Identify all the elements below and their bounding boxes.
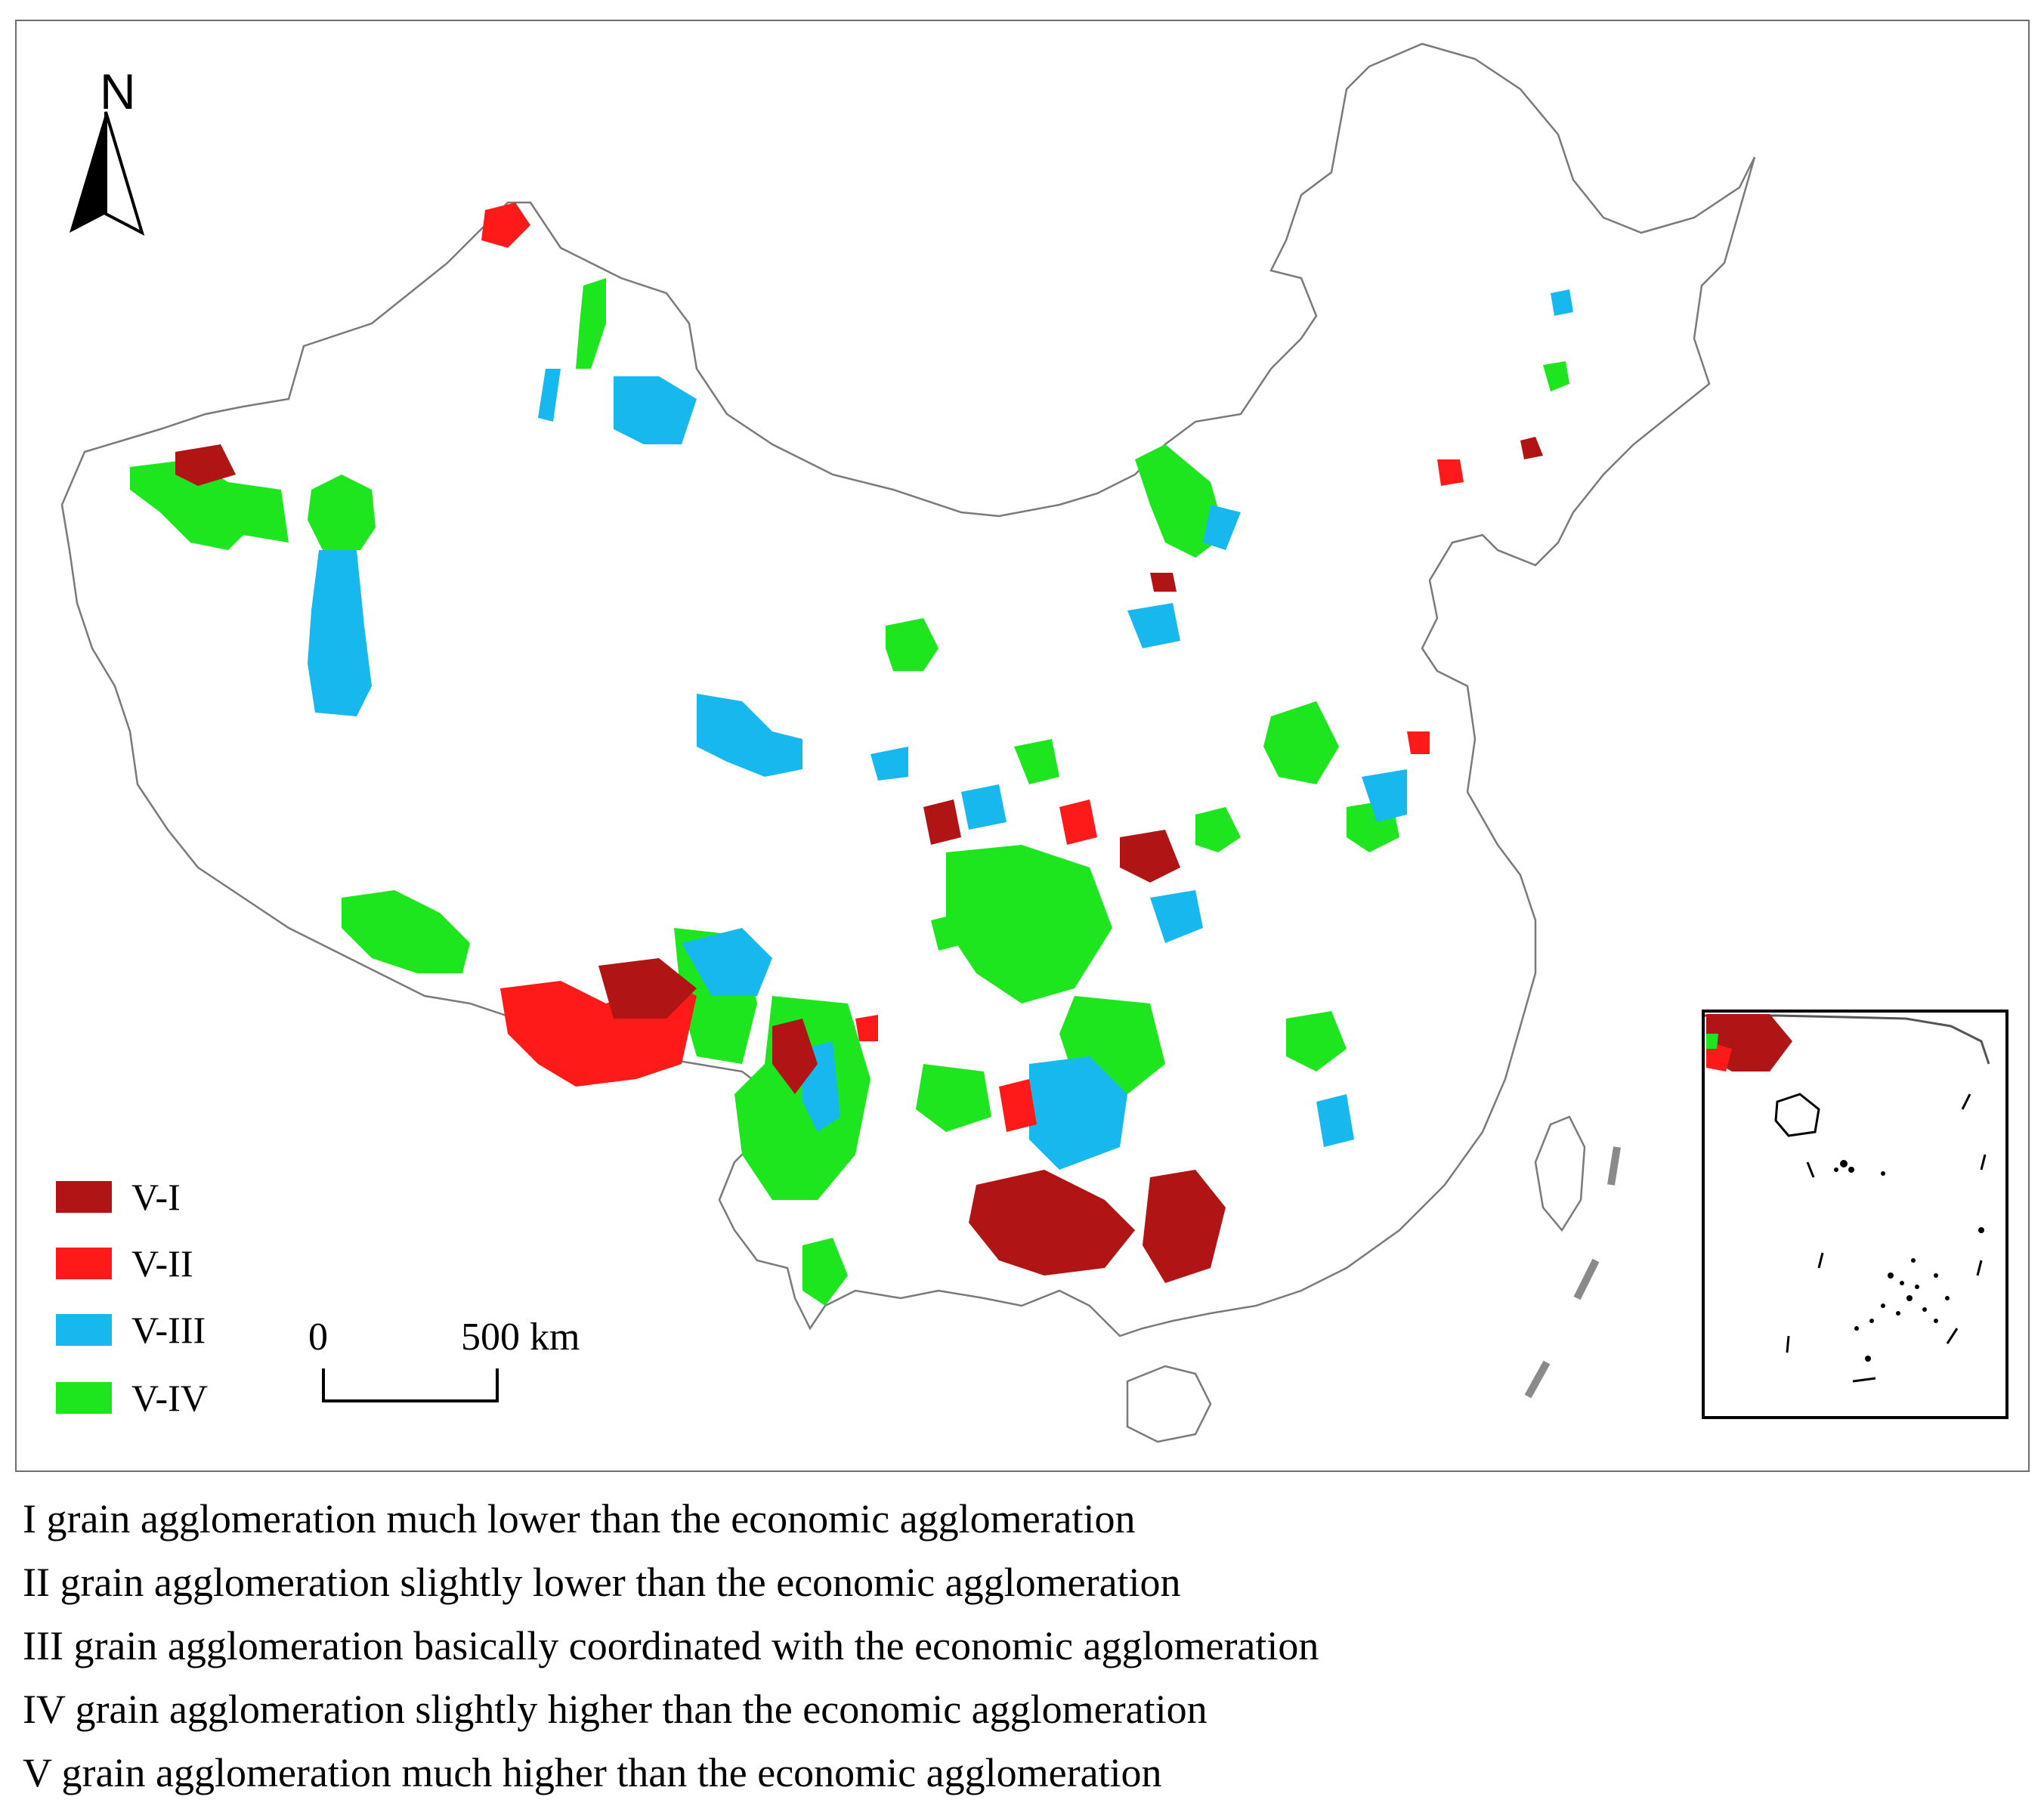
scale-bar	[322, 1368, 499, 1402]
region-v-iv	[1286, 1011, 1347, 1071]
inset-map	[1702, 1010, 2008, 1419]
scale-start-label: 0	[308, 1316, 328, 1359]
region-v-iii	[697, 694, 802, 777]
map-frame: N V-I V-II V-III V-IV 0 500 km	[15, 20, 2030, 1472]
region-v-iv	[1135, 444, 1226, 558]
region-v-iv	[576, 278, 606, 369]
caption-line-i: I grain agglomeration much lower than th…	[23, 1496, 1136, 1542]
inset-islands	[1834, 1160, 1984, 1362]
caption-line-ii: II grain agglomeration slightly lower th…	[23, 1560, 1181, 1605]
legend-item-v-iv: V-IV	[56, 1375, 208, 1421]
region-v-i	[1143, 1170, 1226, 1283]
caption-line-iv: IV grain agglomeration slightly higher t…	[23, 1687, 1208, 1732]
region-v-ii	[1437, 459, 1464, 486]
caption-line-v: V grain agglomeration much higher than t…	[23, 1750, 1162, 1795]
legend-swatch-v-i	[56, 1181, 112, 1213]
region-v-iv	[1195, 807, 1241, 852]
legend-label-v-ii: V-II	[131, 1242, 193, 1285]
legend-item-v-ii: V-II	[56, 1241, 193, 1286]
region-v-iii	[1127, 603, 1180, 648]
caption-line-iii: III grain agglomeration basically coordi…	[23, 1623, 1319, 1668]
region-v-iv	[916, 1064, 991, 1132]
inset-coastline	[1705, 1014, 1990, 1065]
region-v-ii	[1059, 799, 1097, 845]
region-v-i	[1520, 437, 1543, 459]
region-v-iii	[1362, 769, 1407, 822]
region-v-iii	[538, 369, 561, 422]
region-v-iv	[308, 475, 376, 550]
region-v-ii	[1407, 731, 1430, 754]
legend-label-v-i: V-I	[131, 1176, 181, 1218]
legend-swatch-v-ii	[56, 1248, 112, 1279]
taiwan-island	[1534, 1115, 1586, 1232]
region-v-iii	[870, 747, 908, 781]
region-v-iii	[614, 376, 697, 444]
hainan-island	[1126, 1365, 1212, 1443]
region-v-i	[772, 1019, 818, 1094]
legend-swatch-v-iv	[56, 1382, 112, 1414]
region-v-i	[969, 1170, 1135, 1276]
region-v-iv	[946, 845, 1112, 1003]
region-v-ii	[855, 1015, 878, 1041]
region-v-iii	[1029, 1056, 1127, 1170]
legend-label-v-iii: V-III	[131, 1309, 206, 1351]
scale-end-label: 500 km	[461, 1316, 580, 1359]
region-v-i	[598, 958, 697, 1019]
sea-boundary-marks	[1524, 1146, 1621, 1399]
region-v-iv	[1263, 701, 1339, 784]
inset-boundary-dashes	[1786, 1093, 1987, 1383]
legend-swatch-v-iii	[56, 1314, 112, 1346]
region-v-iii	[682, 928, 772, 996]
region-v-iii	[1316, 1094, 1354, 1147]
region-patches	[130, 203, 1573, 1306]
region-v-iii	[961, 784, 1007, 830]
region-v-iv	[886, 618, 939, 671]
region-v-iv	[130, 459, 289, 550]
legend-label-v-iv: V-IV	[131, 1377, 208, 1419]
region-v-iv	[342, 890, 470, 973]
region-v-iii	[1551, 289, 1573, 316]
legend-item-v-i: V-I	[56, 1174, 181, 1220]
region-v-iv	[1543, 361, 1569, 391]
region-v-iv	[931, 913, 969, 951]
region-v-ii	[999, 1079, 1037, 1132]
legend-item-v-iii: V-III	[56, 1307, 206, 1353]
inset-hainan	[1774, 1093, 1820, 1137]
region-v-iii	[1150, 890, 1203, 943]
china-map	[60, 42, 2008, 1443]
north-label: N	[100, 63, 136, 119]
region-v-ii	[481, 203, 530, 248]
region-v-iii	[308, 550, 372, 716]
region-v-i	[923, 799, 961, 845]
region-v-iv	[1014, 739, 1059, 784]
region-v-i	[175, 444, 236, 486]
region-v-iv	[1706, 1034, 1718, 1049]
region-v-i	[1120, 830, 1180, 883]
legend-caption: I grain agglomeration much lower than th…	[23, 1487, 2025, 1804]
north-arrow-icon	[70, 111, 145, 236]
region-v-iv	[802, 1238, 848, 1306]
region-v-iii	[1203, 505, 1241, 550]
region-v-i	[1150, 573, 1177, 592]
